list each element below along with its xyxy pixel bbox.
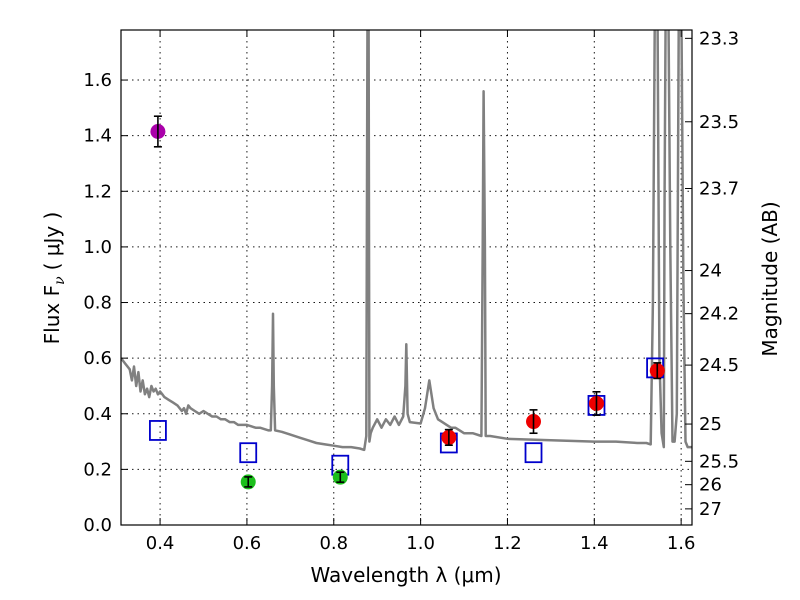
y2-tick-label: 26 [699,475,722,496]
y2-tick-label: 25.5 [699,451,739,472]
y2-tick-label: 24.5 [699,355,739,376]
y2-tick-label: 24.2 [699,304,739,325]
x-tick-label: 1.6 [667,533,696,554]
x-axis-label: Wavelength λ (μm) [310,563,501,587]
data-layer [121,30,692,490]
y-tick-label: 1.0 [83,237,112,258]
model-photometry-square [239,442,258,464]
y2-tick-label: 23.3 [699,28,739,49]
y-axis-label-sub: ν [52,276,68,285]
spectrum-line [121,30,692,452]
y2-tick-label: 23.7 [699,179,739,200]
y2-tick-label: 27 [699,499,722,520]
y-tick-label: 0.4 [83,404,112,425]
y-tick-label: 0.8 [83,293,112,314]
y-tick-label: 0.0 [83,515,112,536]
y-axis-label: Flux Fν( μJy ) [40,212,68,345]
model-photometry-square [149,420,167,441]
model-photometry-square [524,442,543,464]
y-tick-label: 1.4 [83,126,112,147]
axes: 0.4 0.6 0.8 1.0 1.2 1.4 1.6 0.0 0.2 0.4 0.6 0.8 1.0 1… [83,28,739,554]
x-tick-label: 1.0 [406,533,435,554]
y2-tick-label: 25 [699,414,722,435]
x-tick-label: 0.6 [233,533,262,554]
y2-tick-label: 24 [699,261,722,282]
x-tick-label: 1.4 [580,533,609,554]
y-tick-label: 1.2 [83,181,112,202]
y2-tick-label: 23.5 [699,112,739,133]
y-tick-label: 0.2 [83,459,112,480]
plot-background [121,30,692,525]
x-tick-label: 1.2 [493,533,522,554]
plot-frame [120,29,693,526]
y-tick-label: 1.6 [83,70,112,91]
y2-axis-label: Magnitude (AB) [758,201,782,356]
y-tick-label: 0.6 [83,348,112,369]
x-tick-label: 0.8 [319,533,348,554]
x-tick-label: 0.4 [146,533,175,554]
